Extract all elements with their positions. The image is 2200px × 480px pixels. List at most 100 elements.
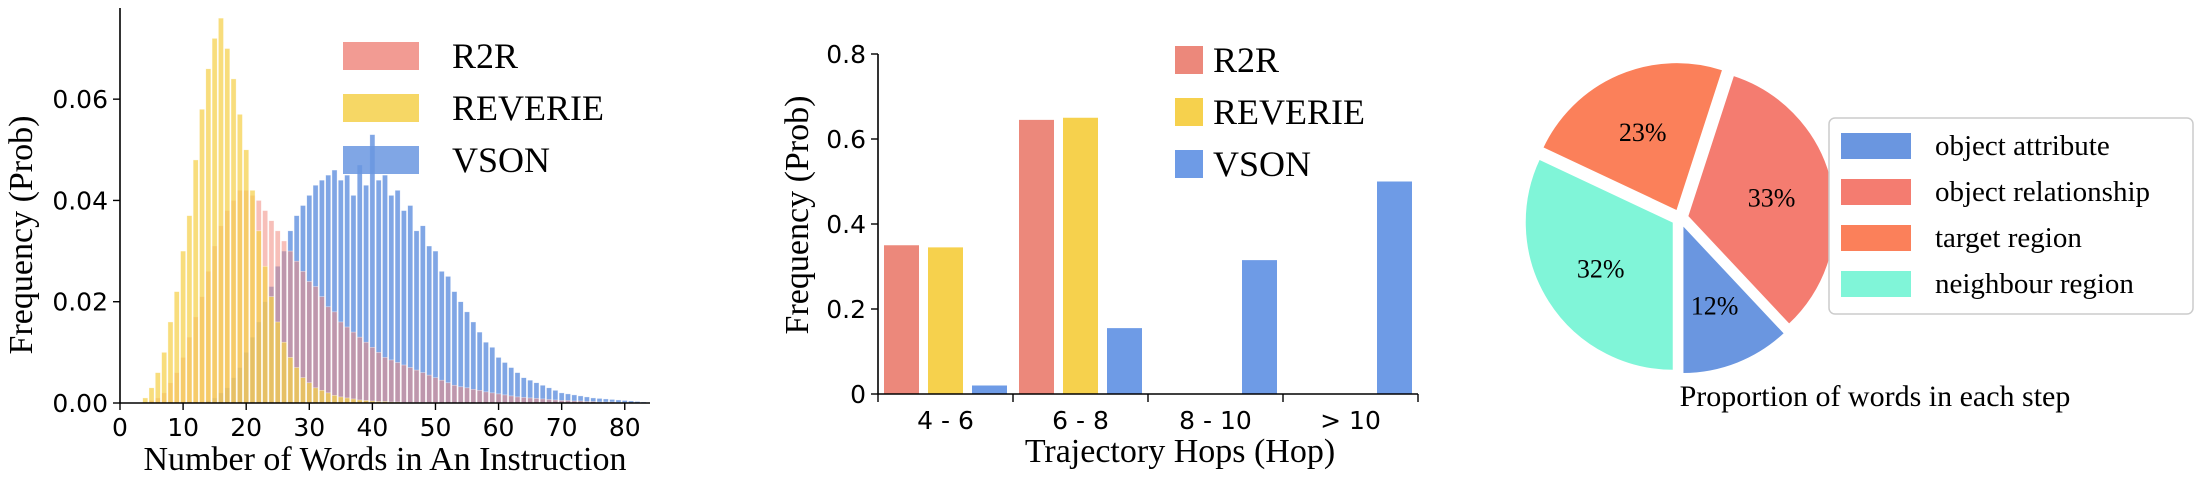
histogram-y-tick-label: 0.00 [52, 389, 108, 418]
histogram-bar-reverie [173, 291, 180, 404]
hops-bar-vson [1242, 260, 1277, 394]
histogram-bar-r2r [489, 392, 496, 404]
histogram-y-tick-label: 0.06 [52, 85, 108, 114]
histogram-bar-r2r [363, 341, 369, 404]
histogram-bar-reverie [224, 48, 231, 404]
pie-legend-box [1828, 117, 2194, 315]
histogram-bar-r2r [426, 374, 433, 404]
hops-y-tick-label: 0.6 [826, 125, 866, 154]
histogram-bar-r2r [502, 394, 508, 404]
pie-legend-swatch [1841, 271, 1911, 297]
histogram-bar-r2r [401, 364, 407, 404]
histogram-x-tick-label: 50 [420, 413, 452, 442]
histogram-bar-r2r [369, 346, 376, 404]
hops-legend-label: REVERIE [1213, 92, 1365, 132]
histogram-bar-r2r [520, 397, 527, 404]
hops-bar-vson [1377, 181, 1412, 394]
histogram-bar-reverie [218, 17, 224, 404]
histogram-bar-r2r [483, 391, 489, 404]
hops-series-vson [972, 181, 1412, 394]
histogram-x-tick-label: 30 [293, 413, 325, 442]
histogram-bar-reverie [293, 367, 300, 404]
histogram-bar-reverie [205, 68, 212, 404]
histogram-bar-r2r [312, 286, 319, 404]
histogram-bar-reverie [268, 296, 275, 404]
histogram-bar-r2r [420, 372, 426, 404]
pie-legend-label: object relationship [1935, 176, 2150, 208]
hops-x-tick-label: 6 - 8 [1052, 406, 1109, 435]
histogram-x-tick-label: 60 [483, 413, 515, 442]
hops-y-axis-label: Frequency (Prob) [779, 96, 816, 335]
histogram-bar-r2r [407, 367, 414, 404]
histogram-bar-reverie [211, 38, 218, 404]
hops-legend-swatch-vson [1175, 150, 1203, 178]
histogram-bar-r2r [325, 306, 332, 404]
histogram-bar-r2r [470, 389, 477, 404]
histogram-bar-r2r [508, 395, 515, 404]
histogram-bar-r2r [375, 352, 382, 404]
histogram-legend-swatch-r2r [343, 42, 419, 70]
histogram-legend-swatch-vson [343, 146, 419, 174]
histogram-bar-reverie [237, 114, 243, 404]
pie-slice-object-attribute [1682, 224, 1785, 374]
histogram-bar-r2r [331, 311, 338, 404]
histogram-bar-r2r [445, 382, 451, 404]
hops-y-tick-label: 0 [850, 380, 866, 409]
histogram-bar-r2r [432, 377, 439, 404]
histogram-bar-r2r [382, 357, 388, 404]
pie-slice-target-region [1542, 62, 1724, 212]
histogram-x-tick-label: 40 [356, 413, 388, 442]
histogram-bar-reverie [161, 352, 168, 404]
hops-legend-label: R2R [1213, 40, 1279, 80]
pie-slice-label: 32% [1577, 254, 1625, 283]
histogram-y-tick-label: 0.04 [52, 186, 108, 215]
hops-y-tick-label: 0.8 [826, 40, 866, 69]
histogram-x-tick-label: 80 [609, 413, 641, 442]
histogram-y-axis-label: Frequency (Prob) [3, 116, 40, 355]
histogram-y-tick-label: 0.02 [52, 288, 108, 317]
histogram-bar-reverie [167, 321, 174, 404]
histogram-chart: 0 10 20 30 40 50 60 70 80 0.00 0.02 0.04 0.06 R2R REV… [3, 8, 650, 478]
histogram-bar-r2r [464, 387, 470, 404]
histogram-bar-r2r [356, 336, 363, 404]
hops-x-axis-label: Trajectory Hops (Hop) [1025, 433, 1335, 470]
hops-legend-label: VSON [1213, 144, 1311, 184]
histogram-bar-reverie [180, 250, 186, 404]
hops-x-tick-label: 4 - 6 [917, 406, 974, 435]
hops-legend-swatch-r2r [1175, 46, 1203, 74]
hops-bar-r2r [1019, 119, 1054, 394]
hops-bar-reverie [928, 247, 963, 394]
hops-bar-r2r [884, 245, 919, 394]
pie-slice-label: 33% [1748, 184, 1796, 213]
histogram-legend-label: VSON [452, 140, 550, 180]
pie-legend-swatch [1841, 225, 1911, 251]
pie-legend-label: target region [1935, 222, 2082, 254]
histogram-x-tick-label: 0 [112, 413, 128, 442]
histogram-bar-reverie [230, 78, 237, 404]
histogram-bar-reverie [186, 215, 193, 404]
pie-legend-swatch [1841, 179, 1911, 205]
histogram-legend-label: R2R [452, 36, 518, 76]
histogram-bar-reverie [262, 265, 268, 404]
hops-y-tick-label: 0.4 [826, 210, 866, 239]
histogram-bar-reverie [243, 149, 250, 404]
histogram-bar-r2r [476, 390, 483, 404]
histogram-bar-reverie [312, 387, 319, 404]
histogram-bar-r2r [451, 384, 458, 404]
histogram-bar-r2r [388, 359, 395, 404]
histogram-bar-reverie [155, 372, 161, 404]
histogram-x-tick-label: 10 [167, 413, 199, 442]
histogram-bar-r2r [344, 326, 350, 404]
histogram-x-tick-label: 70 [546, 413, 578, 442]
hops-y-tick-label: 0.2 [826, 295, 866, 324]
histogram-bar-reverie [255, 230, 262, 404]
histogram-bar-r2r [319, 296, 325, 404]
histogram-bar-reverie [199, 108, 205, 404]
histogram-bar-r2r [438, 379, 445, 404]
pie-legend-label: neighbour region [1935, 268, 2134, 300]
proportion-pie-chart: 12% 33% 23% 32% object attribute object rela… [1524, 62, 2194, 413]
histogram-bar-reverie [325, 392, 332, 404]
hops-legend-swatch-reverie [1175, 98, 1203, 126]
hops-x-tick-label: > 10 [1320, 406, 1381, 435]
histogram-bar-reverie [249, 190, 256, 404]
